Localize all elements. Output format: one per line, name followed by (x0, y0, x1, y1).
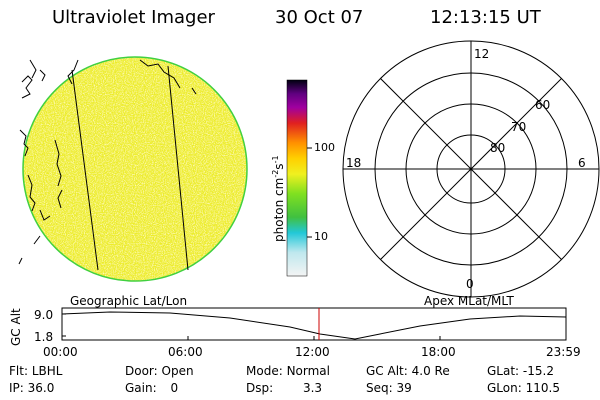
altitude-xtick-1800: 18:00 (421, 345, 456, 359)
mlt-label-12: 12 (474, 47, 490, 61)
status-door: Door: Open (125, 364, 194, 378)
glat-label: GLat: (487, 364, 520, 378)
lat-label-60: 60 (535, 98, 551, 112)
status-glat: GLat: -15.2 (487, 364, 554, 378)
status-gain: Gain: 0 (125, 381, 178, 395)
colorbar-unit-exp2: -1 (271, 155, 280, 164)
door-value: Open (161, 364, 194, 378)
altitude-ytick-1-8: 1.8 (34, 330, 54, 344)
mode-value: Normal (286, 364, 330, 378)
intensity-colorbar (286, 79, 312, 277)
uv-earth-image (18, 56, 248, 282)
colorbar-tick-100: 100 (314, 141, 335, 154)
gcalt-value: 4.0 Re (411, 364, 450, 378)
status-flt: Flt: LBHL (9, 364, 62, 378)
status-seq: Seq: 39 (366, 381, 412, 395)
flt-value: LBHL (31, 364, 63, 378)
status-glon: GLon: 110.5 (487, 381, 560, 395)
colorbar-unit-exp: -2 (271, 169, 280, 178)
status-dsp: Dsp: 3.3 (246, 381, 322, 395)
ip-label: IP: (9, 381, 24, 395)
lat-label-80: 80 (490, 141, 506, 155)
altitude-xtick-1200: 12:00 (295, 345, 330, 359)
dsp-value: 3.3 (302, 381, 323, 395)
glat-value: -15.2 (522, 364, 554, 378)
glon-value: 110.5 (525, 381, 560, 395)
altitude-ytick-9: 9.0 (34, 308, 54, 322)
colorbar-unit-text: photon cm (272, 177, 286, 242)
ip-value: 36.0 (27, 381, 55, 395)
geographic-caption: Geographic Lat/Lon (70, 294, 188, 308)
colorbar-tick-10: 10 (314, 230, 328, 243)
instrument-title: Ultraviolet Imager (52, 7, 215, 28)
mode-label: Mode: (246, 364, 283, 378)
mlt-label-18: 18 (346, 156, 362, 170)
gcalt-label: GC Alt: (366, 364, 408, 378)
lat-label-70: 70 (511, 120, 527, 134)
altitude-xtick-2359: 23:59 (546, 345, 581, 359)
apex-caption: Apex MLat/MLT (424, 294, 514, 308)
status-gcalt: GC Alt: 4.0 Re (366, 364, 450, 378)
observation-time: 12:13:15 UT (430, 7, 541, 28)
altitude-plot (61, 307, 567, 341)
altitude-xtick-0600: 06:00 (168, 345, 203, 359)
dsp-label: Dsp: (246, 381, 274, 395)
seq-value: 39 (396, 381, 412, 395)
seq-label: Seq: (366, 381, 393, 395)
mlt-label-0: 0 (466, 277, 474, 291)
door-label: Door: (125, 364, 158, 378)
glon-label: GLon: (487, 381, 522, 395)
status-mode: Mode: Normal (246, 364, 330, 378)
colorbar-unit-s: s (272, 163, 286, 170)
gain-value: 0 (170, 381, 179, 395)
mlt-label-6: 6 (578, 156, 586, 170)
colorbar-unit-label: photon cm-2s-1 (271, 155, 286, 242)
altitude-xtick-0000: 00:00 (43, 345, 78, 359)
flt-label: Flt: (9, 364, 28, 378)
polar-mlat-mlt-plot (342, 40, 600, 298)
gain-label: Gain: (125, 381, 157, 395)
status-ip: IP: 36.0 (9, 381, 54, 395)
observation-date: 30 Oct 07 (275, 7, 364, 28)
altitude-ylabel: GC Alt (9, 308, 23, 346)
